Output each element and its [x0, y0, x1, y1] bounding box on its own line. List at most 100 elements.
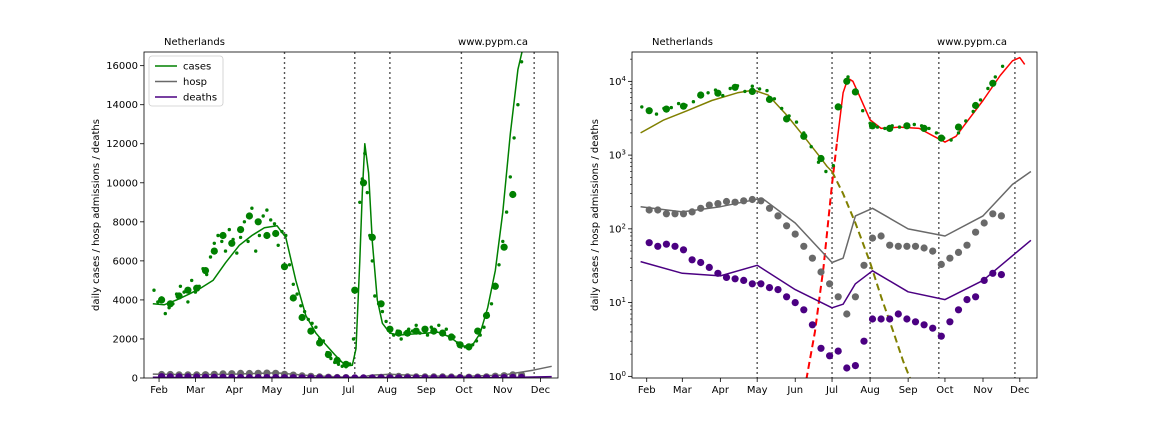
data-point [843, 310, 851, 318]
data-point [316, 374, 324, 378]
data-point [808, 254, 817, 262]
data-point [927, 126, 931, 131]
data-point [307, 374, 315, 378]
data-point [272, 374, 280, 378]
data-point [456, 341, 464, 349]
x-tick-label: Jul [825, 385, 838, 396]
data-point [750, 84, 754, 88]
data-point [920, 124, 928, 132]
data-point [272, 229, 280, 238]
data-point [386, 325, 394, 333]
data-point [186, 300, 190, 304]
data-point [351, 286, 359, 294]
data-point [306, 317, 310, 322]
data-point [774, 212, 782, 220]
data-point [662, 105, 671, 113]
series-line [640, 170, 1032, 264]
data-point [184, 373, 192, 378]
data-point [193, 373, 201, 378]
data-point [430, 327, 438, 335]
data-point [272, 222, 277, 226]
data-point [284, 233, 288, 238]
data-point [654, 112, 659, 116]
x-tick-label: Dec [1010, 385, 1029, 396]
data-point [219, 373, 227, 378]
data-point [370, 259, 374, 263]
data-point [228, 239, 236, 247]
data-point [377, 374, 385, 378]
data-point [809, 145, 813, 149]
x-tick-label: Nov [973, 385, 993, 396]
data-point [491, 282, 499, 290]
data-point [384, 319, 388, 324]
data-point [679, 246, 688, 254]
data-point [783, 222, 791, 230]
data-point [949, 138, 953, 142]
data-point [210, 247, 218, 255]
data-point [972, 101, 980, 110]
data-point [351, 374, 359, 378]
data-point [912, 122, 916, 127]
data-point [697, 258, 705, 267]
data-point [980, 219, 988, 227]
data-point [791, 230, 799, 238]
data-point [851, 362, 860, 370]
data-point [212, 241, 216, 245]
data-point [772, 97, 777, 101]
data-point [386, 374, 394, 378]
data-point [363, 151, 367, 156]
chart-panel-2: Feb Mar Apr May Jun Jul Aug Sep Oct Nov Dec 100 101 1… [590, 37, 1038, 396]
data-point [295, 292, 299, 296]
data-point [937, 134, 945, 142]
plot-area [640, 52, 1032, 378]
data-point [731, 83, 739, 91]
title-left: Netherlands [652, 37, 713, 48]
data-point [500, 243, 508, 251]
x-tick-label: May [262, 385, 283, 396]
data-point [412, 374, 420, 378]
data-point [997, 271, 1006, 279]
data-point [971, 109, 975, 114]
data-point [691, 100, 696, 104]
x-tick-label: Apr [226, 385, 244, 396]
data-point [954, 306, 963, 314]
y-tick-label: 101 [609, 296, 626, 309]
data-point [831, 163, 835, 168]
y-tick-label: 14000 [106, 100, 138, 111]
legend-box [148, 55, 224, 107]
data-point [963, 296, 971, 304]
x-tick-label: Jun [302, 385, 319, 396]
data-point [310, 321, 314, 325]
data-point [937, 260, 945, 268]
data-point [740, 276, 748, 284]
data-point [868, 122, 877, 130]
data-point [504, 210, 509, 214]
data-point [705, 263, 713, 271]
data-point [757, 87, 762, 91]
x-tick-label: Feb [638, 385, 656, 396]
data-point [937, 332, 945, 340]
data-point [289, 294, 297, 302]
data-point [254, 374, 262, 378]
data-point [800, 242, 808, 250]
data-point [654, 206, 662, 214]
data-point [800, 132, 808, 140]
data-point [989, 210, 997, 218]
data-point [679, 102, 688, 110]
data-point [425, 333, 430, 337]
legend-label: deaths [183, 93, 217, 104]
data-point [276, 243, 280, 247]
data-point [765, 204, 774, 212]
y-tick-label: 10000 [106, 178, 138, 189]
data-point [395, 329, 403, 337]
data-point [307, 327, 315, 335]
data-point [291, 282, 295, 286]
x-tick-label: Jun [786, 385, 803, 396]
data-point [474, 327, 482, 335]
data-point [978, 98, 983, 102]
data-point [728, 86, 732, 91]
data-point [208, 255, 213, 259]
data-point [903, 122, 911, 130]
data-point [843, 364, 851, 372]
data-point [516, 103, 520, 107]
